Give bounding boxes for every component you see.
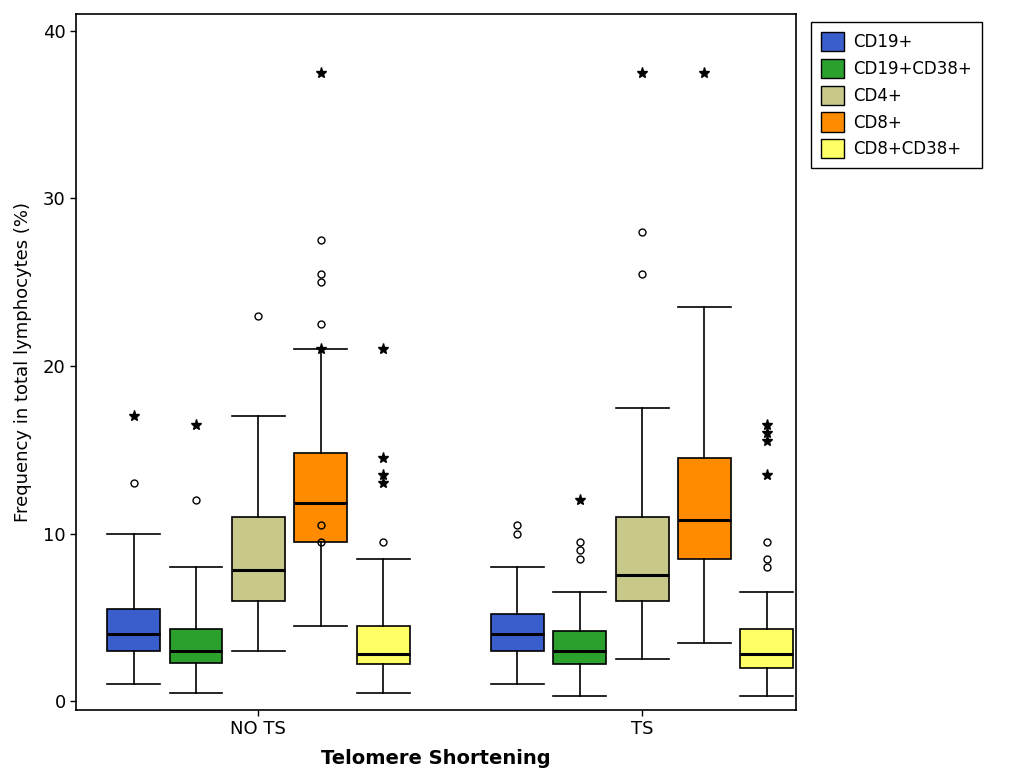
Bar [553,631,605,665]
Bar [294,453,346,542]
Bar [231,517,284,601]
X-axis label: Telomere Shortening: Telomere Shortening [321,749,550,768]
Bar [678,458,731,558]
Legend: CD19+, CD19+CD38+, CD4+, CD8+, CD8+CD38+: CD19+, CD19+CD38+, CD4+, CD8+, CD8+CD38+ [810,22,980,168]
Bar [615,517,667,601]
Bar [490,614,543,651]
Y-axis label: Frequency in total lymphocytes (%): Frequency in total lymphocytes (%) [14,202,32,522]
Bar [169,629,222,662]
Bar [357,626,409,665]
Bar [740,629,793,668]
Bar [107,609,160,651]
